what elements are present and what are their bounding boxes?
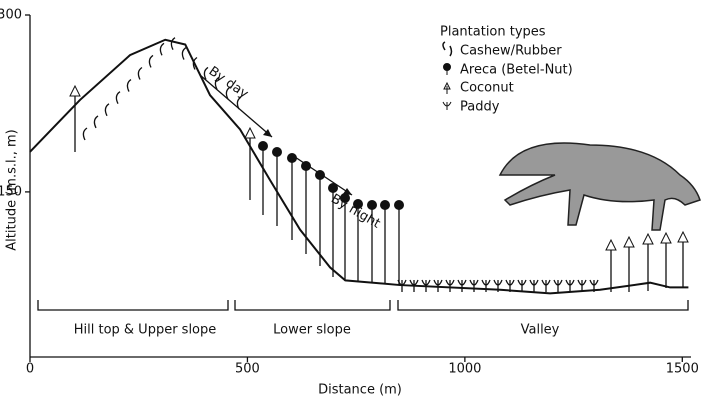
legend-title: Plantation types bbox=[440, 25, 546, 40]
annotation: By day bbox=[206, 64, 251, 102]
legend-label: Areca (Betel-Nut) bbox=[460, 63, 573, 78]
legend-label: Paddy bbox=[460, 100, 500, 115]
civet-illustration bbox=[498, 142, 701, 231]
cashew-icon bbox=[225, 86, 231, 100]
paddy-icon bbox=[529, 279, 539, 292]
cashew-icon bbox=[181, 47, 187, 60]
cashew-icon bbox=[148, 54, 154, 68]
arrow bbox=[199, 74, 273, 138]
cashew-icon bbox=[137, 66, 143, 80]
areca-icon bbox=[380, 200, 390, 210]
zone-label: Lower slope bbox=[273, 323, 351, 338]
areca-icon bbox=[258, 141, 268, 151]
zone-label: Valley bbox=[521, 323, 560, 338]
terrain-line bbox=[29, 38, 689, 295]
y-tick-label: 300 bbox=[0, 8, 22, 23]
areca-icon bbox=[287, 153, 297, 163]
x-axis-label: Distance (m) bbox=[318, 383, 402, 398]
paddy-icon bbox=[517, 279, 527, 292]
areca-icon bbox=[353, 199, 363, 209]
areca-icon bbox=[272, 147, 282, 157]
coconut-icon bbox=[69, 84, 81, 97]
paddy-icon bbox=[469, 279, 479, 292]
cashew-icon bbox=[82, 127, 88, 141]
annotation: By night bbox=[328, 192, 382, 232]
coconut-icon bbox=[244, 126, 256, 139]
cashew-icon bbox=[104, 103, 110, 117]
cashew-icon bbox=[236, 96, 242, 110]
arrow-head bbox=[263, 129, 272, 137]
x-tick-label: 500 bbox=[235, 362, 260, 377]
x-tick-label: 1500 bbox=[666, 362, 699, 377]
coconut-icon bbox=[642, 232, 654, 245]
y-axis-label: Altitude (m.s.l., m) bbox=[5, 129, 20, 250]
cashew-icon bbox=[115, 91, 121, 104]
areca-icon bbox=[394, 200, 404, 210]
cashew-icon bbox=[214, 76, 220, 90]
cashew-icon bbox=[93, 115, 99, 129]
zone-brackets bbox=[37, 300, 689, 311]
x-tick-label: 0 bbox=[26, 362, 34, 377]
paddy-icon bbox=[565, 279, 575, 292]
cashew-icon bbox=[159, 42, 165, 56]
paddy-icon bbox=[541, 279, 551, 292]
paddy-icon bbox=[445, 279, 455, 292]
areca-icon bbox=[328, 183, 338, 193]
cashew-icon bbox=[203, 66, 209, 80]
zone-label: Hill top & Upper slope bbox=[74, 323, 217, 338]
coconut-icon bbox=[623, 235, 635, 248]
legend-label: Cashew/Rubber bbox=[460, 44, 562, 59]
coconut-icon bbox=[660, 231, 672, 244]
areca-icon bbox=[301, 161, 311, 171]
areca-icon bbox=[315, 170, 325, 180]
legend-icons bbox=[442, 41, 453, 110]
cashew-icon bbox=[126, 79, 132, 92]
cashew-icon bbox=[170, 37, 176, 50]
paddy-icon bbox=[457, 279, 467, 292]
areca-icon bbox=[340, 193, 350, 203]
areca-icon bbox=[367, 200, 377, 210]
x-tick-label: 1000 bbox=[448, 362, 481, 377]
paddy-icon bbox=[577, 279, 587, 292]
coconut-icon bbox=[677, 230, 689, 243]
coconut-icon bbox=[605, 238, 617, 251]
paddy-icon bbox=[553, 279, 563, 292]
legend-label: Coconut bbox=[460, 81, 514, 96]
y-tick-label: 150 bbox=[0, 184, 22, 199]
